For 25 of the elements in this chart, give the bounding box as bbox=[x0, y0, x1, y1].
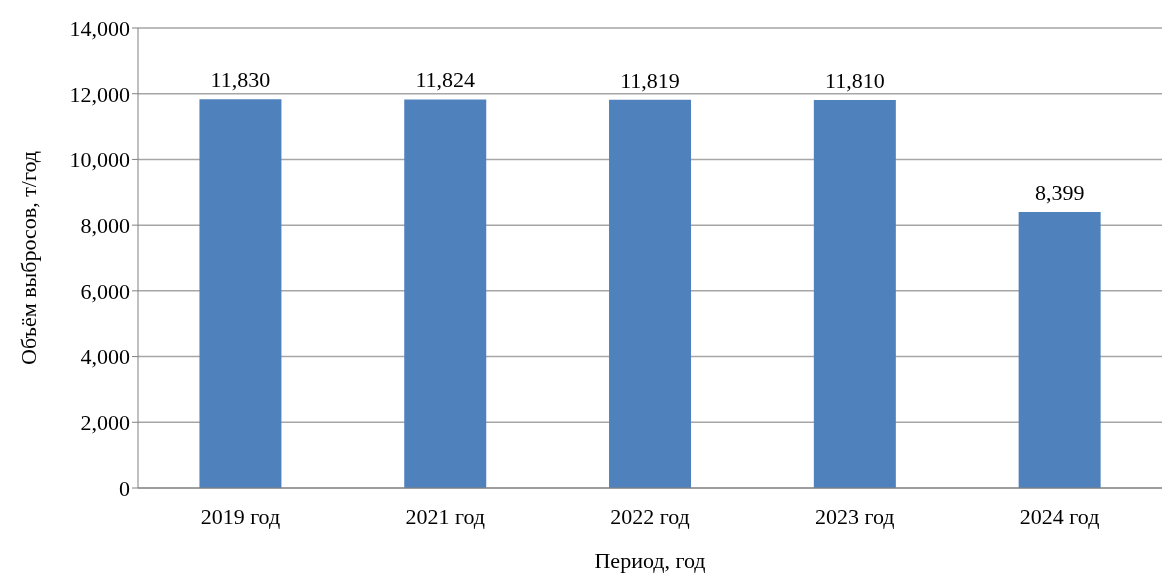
y-tick-label: 4,000 bbox=[80, 344, 130, 370]
y-axis-title: Объём выбросов, т/год bbox=[15, 151, 41, 365]
y-tick-label: 8,000 bbox=[80, 212, 130, 238]
y-tick-label: 10,000 bbox=[69, 147, 130, 173]
bar bbox=[1018, 212, 1101, 488]
x-axis-title: Период, год bbox=[594, 547, 706, 573]
x-tick-label: 2022 год bbox=[610, 503, 690, 529]
y-tick-label: 12,000 bbox=[69, 81, 130, 107]
data-label: 11,819 bbox=[620, 67, 680, 93]
bar bbox=[199, 99, 282, 488]
y-tick-label: 0 bbox=[119, 475, 130, 501]
data-label: 11,824 bbox=[415, 67, 476, 93]
x-tick-label: 2024 год bbox=[1019, 503, 1100, 529]
x-tick-label: 2019 год bbox=[200, 503, 281, 529]
x-tick-label: 2021 год bbox=[405, 503, 485, 529]
bar bbox=[404, 99, 487, 488]
bar bbox=[609, 99, 692, 488]
y-tick-label: 2,000 bbox=[80, 410, 130, 436]
y-tick-label: 6,000 bbox=[80, 278, 130, 304]
bar bbox=[813, 99, 896, 488]
x-tick-label: 2023 год bbox=[815, 503, 895, 529]
y-tick-label: 14,000 bbox=[69, 15, 130, 41]
data-label: 11,830 bbox=[210, 67, 271, 93]
data-label: 11,810 bbox=[825, 67, 885, 93]
data-label: 8,399 bbox=[1034, 180, 1085, 206]
